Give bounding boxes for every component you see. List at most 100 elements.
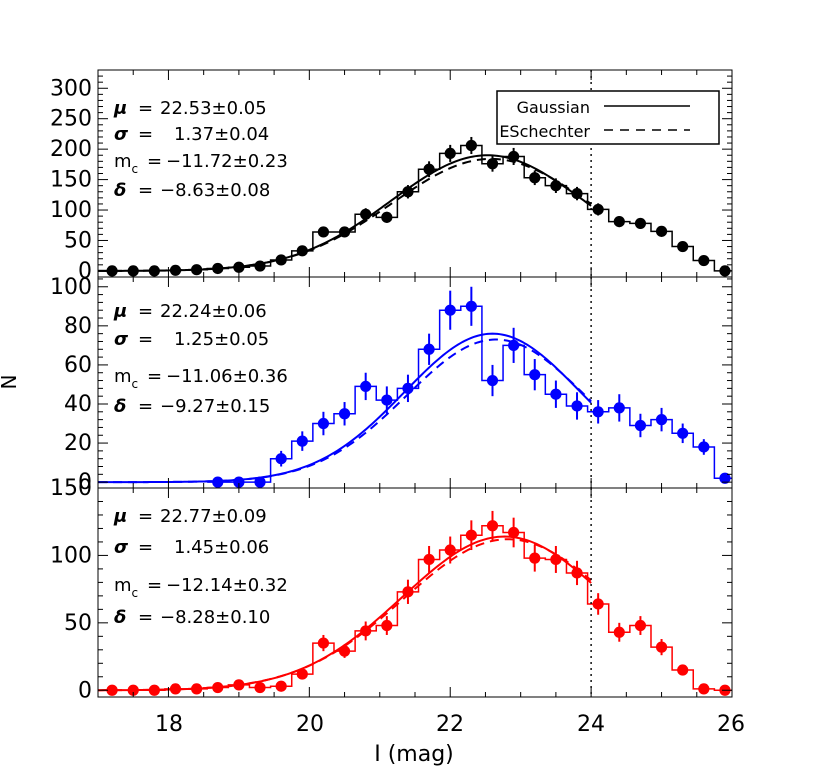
data-point xyxy=(592,203,604,216)
legend-eschechter-label: ESchechter xyxy=(499,122,590,141)
data-point xyxy=(233,679,245,691)
param-eq: = xyxy=(138,537,153,558)
data-point xyxy=(634,419,647,432)
y-tick-label: 60 xyxy=(64,353,92,378)
data-point xyxy=(529,172,541,184)
data-point xyxy=(338,408,351,420)
data-point xyxy=(106,265,118,277)
param-label: μ xyxy=(113,98,127,119)
data-point xyxy=(402,586,414,598)
param-value: −11.06±0.36 xyxy=(166,366,288,387)
data-point xyxy=(127,265,139,277)
data-point xyxy=(317,417,330,430)
data-point xyxy=(402,186,414,198)
param-eq: = xyxy=(138,301,153,322)
x-axis-label: I (mag) xyxy=(374,742,454,767)
data-point xyxy=(486,520,499,532)
param-label: σ xyxy=(114,537,129,558)
param-eq: = xyxy=(138,396,153,417)
param-value: 1.25±0.05 xyxy=(174,329,269,350)
data-point xyxy=(381,394,393,406)
param-label: mc xyxy=(114,575,138,600)
data-point xyxy=(571,187,583,200)
y-tick-label: 150 xyxy=(50,476,92,501)
y-tick-label: 0 xyxy=(78,259,92,284)
data-point xyxy=(444,544,456,556)
param-value: −9.27±0.15 xyxy=(160,396,270,417)
data-point xyxy=(613,215,625,228)
data-point xyxy=(634,217,647,230)
data-point xyxy=(212,681,224,694)
eschechter-fit-curve xyxy=(98,338,592,484)
data-point xyxy=(719,472,731,484)
data-point xyxy=(148,265,160,277)
data-point xyxy=(148,684,160,696)
data-point xyxy=(254,476,266,488)
data-point xyxy=(360,208,372,220)
param-label: mc xyxy=(114,151,138,176)
y-tick-label: 250 xyxy=(50,107,92,132)
param-label: δ xyxy=(114,607,126,628)
param-label: μ xyxy=(113,506,127,527)
data-point xyxy=(550,553,562,566)
x-tick-label: 24 xyxy=(577,712,605,737)
param-eq: = xyxy=(138,124,153,145)
data-point xyxy=(592,598,604,610)
param-label: δ xyxy=(114,180,126,201)
legend-gaussian-label: Gaussian xyxy=(517,98,590,117)
param-value: −11.72±0.23 xyxy=(166,151,288,172)
data-point xyxy=(296,245,308,257)
legend-box xyxy=(496,90,720,145)
param-value: −12.14±0.32 xyxy=(166,575,288,596)
data-point xyxy=(550,180,562,192)
data-point xyxy=(655,414,668,426)
data-point xyxy=(169,683,182,695)
data-point xyxy=(338,645,351,657)
param-value: 22.77±0.09 xyxy=(160,506,267,527)
data-point xyxy=(613,626,625,638)
data-point xyxy=(508,526,520,539)
data-point xyxy=(254,260,266,272)
x-tick-label: 26 xyxy=(717,712,745,737)
data-point xyxy=(233,476,245,488)
data-point xyxy=(275,453,287,465)
y-tick-label: 100 xyxy=(50,275,92,300)
param-label: μ xyxy=(113,301,127,322)
data-point xyxy=(486,158,499,170)
panel-middle: 0 20 40 60 80 100 xyxy=(50,275,733,495)
gaussian-fit-curve xyxy=(98,154,592,272)
panel-plot-area xyxy=(98,136,732,277)
param-eq: = xyxy=(138,506,153,527)
data-point xyxy=(106,684,118,696)
y-tick-label: 150 xyxy=(50,168,92,193)
data-point xyxy=(529,369,541,381)
y-tick-label: 0 xyxy=(78,470,92,495)
data-point xyxy=(233,261,245,273)
data-point xyxy=(317,637,330,649)
data-point xyxy=(360,380,372,393)
data-point xyxy=(677,664,689,676)
data-point xyxy=(381,211,393,223)
param-eq: = xyxy=(138,329,153,350)
x-tick-label: 20 xyxy=(296,712,324,737)
x-tick-labels: 18 20 22 24 26 xyxy=(155,712,745,737)
y-tick-label: 80 xyxy=(64,314,92,339)
data-point xyxy=(634,619,647,632)
data-point xyxy=(677,240,689,253)
data-point xyxy=(191,264,203,276)
y-tick-label: 20 xyxy=(64,431,92,456)
y-tick-label: 40 xyxy=(64,392,92,417)
data-point xyxy=(529,552,541,564)
data-point xyxy=(296,435,308,447)
data-point xyxy=(571,567,583,579)
data-point xyxy=(275,254,287,266)
param-value: 1.37±0.04 xyxy=(174,124,269,145)
param-value: −8.63±0.08 xyxy=(160,180,270,201)
data-point xyxy=(698,254,710,267)
data-point xyxy=(508,339,520,351)
y-tick-label: 50 xyxy=(64,611,92,636)
params-middle: μ = 22.24±0.06 σ = 1.25±0.05 mc = −11.06… xyxy=(113,301,288,417)
data-point xyxy=(402,382,414,394)
